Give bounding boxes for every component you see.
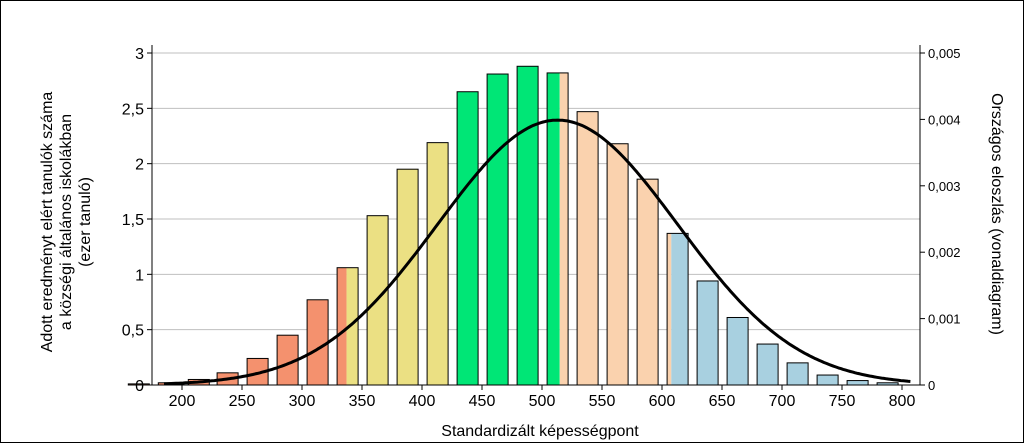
bar-rect: [426, 142, 449, 386]
x-tick-label: 800: [889, 393, 916, 410]
bar: [396, 168, 419, 386]
bar-segment: [671, 233, 689, 385]
y2-tick-label: 0,003: [928, 179, 961, 194]
y-tick-label: 1,5: [122, 212, 144, 229]
line-series: [163, 118, 911, 386]
x-tick-label: 600: [649, 393, 676, 410]
y-axis-label: Adott eredményt elért tanulók száma a kö…: [39, 92, 94, 353]
y-tick-label: 0,5: [122, 323, 144, 340]
x-axis-label: Standardizált képességpont: [441, 423, 639, 440]
bar-rect: [306, 299, 329, 386]
x-tick-label: 300: [289, 393, 316, 410]
bar-rect: [516, 65, 539, 386]
y2-axis-tick-labels: 0 0,001 0,002 0,003 0,004 0,005: [928, 46, 961, 393]
x-tick-label: 750: [829, 393, 856, 410]
y2-tick-label: 0,001: [928, 312, 961, 327]
bar-rect: [127, 383, 150, 386]
bar-segment: [667, 233, 672, 385]
x-tick-label: 700: [769, 393, 796, 410]
y2-tick-label: 0,002: [928, 245, 961, 260]
x-tick-label: 200: [169, 393, 196, 410]
bar: [756, 343, 779, 386]
x-tick-label: 250: [229, 393, 256, 410]
bar: [486, 73, 509, 386]
bar-rect: [456, 91, 479, 386]
bar-rect: [396, 168, 419, 386]
bar: [816, 374, 839, 386]
x-axis-tick-labels: 200 250 300 350 400 450 500 550 600 650 700 750 800: [169, 393, 916, 410]
y-tick-label: 1: [135, 267, 144, 284]
bar-rect: [786, 362, 809, 386]
bar: [636, 178, 659, 386]
bar: [516, 65, 539, 386]
y-tick-label: 2: [135, 157, 144, 174]
x-tick-label: 400: [409, 393, 436, 410]
distribution-curve: [163, 118, 911, 386]
bar-segment: [559, 72, 569, 386]
bar-rect: [696, 280, 719, 386]
y2-axis-label-text: Országos eloszlás (vonaldiagram): [988, 93, 1005, 335]
bar: [696, 280, 719, 386]
y-axis-label-line-3: (ezer tanuló): [77, 177, 94, 267]
bar-rect: [816, 374, 839, 386]
bar-rect: [606, 143, 629, 386]
y-axis-label-line-2: a községi általános iskolákban: [58, 114, 75, 330]
x-tick-label: 450: [469, 393, 496, 410]
y-tick-label: 3: [135, 46, 144, 63]
bar: [726, 316, 749, 386]
bar-series: [127, 65, 899, 386]
bar: [606, 143, 629, 386]
bar: [846, 380, 869, 386]
bar-rect: [726, 316, 749, 386]
y2-tick-label: 0: [928, 378, 935, 393]
x-tick-label: 650: [709, 393, 736, 410]
bar-rect: [756, 343, 779, 386]
y-tick-label: 2,5: [122, 101, 144, 118]
bar: [426, 142, 449, 386]
y2-tick-label: 0,005: [928, 46, 961, 61]
bar-rect: [486, 73, 509, 386]
x-tick-label: 350: [349, 393, 376, 410]
axes: [147, 45, 925, 390]
x-tick-label: 500: [529, 393, 556, 410]
bar-segment: [547, 72, 560, 386]
y2-tick-label: 0,004: [928, 112, 961, 127]
y-axis-label-line-1: Adott eredményt elért tanulók száma: [39, 92, 56, 353]
bar-segment: [337, 267, 347, 385]
bar: [576, 111, 599, 386]
bar: [306, 299, 329, 386]
bar-rect: [846, 380, 869, 386]
y-axis-tick-labels: 0 0,5 1 1,5 2 2,5 3: [122, 46, 144, 395]
x-tick-label: 550: [589, 393, 616, 410]
y2-axis-label: Országos eloszlás (vonaldiagram): [988, 93, 1005, 335]
bar: [456, 91, 479, 386]
bar: [666, 232, 689, 386]
bar: [786, 362, 809, 386]
bar-segment: [346, 267, 359, 385]
bar-rect: [636, 178, 659, 386]
bar: [127, 383, 150, 386]
y-tick-label: 0: [135, 378, 144, 395]
bar-rect: [576, 111, 599, 386]
